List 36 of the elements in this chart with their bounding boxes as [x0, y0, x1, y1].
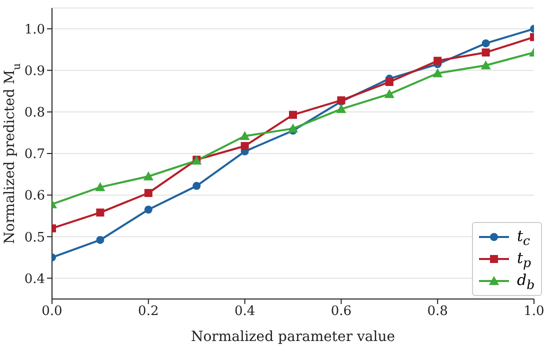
- point: [482, 48, 490, 56]
- legend-label: d$_{b}$: [517, 270, 535, 292]
- legend-label: t$_{c}$: [517, 226, 530, 248]
- point: [96, 208, 104, 217]
- point: [240, 142, 249, 150]
- y-tick-label: 0.6: [24, 188, 45, 204]
- point: [384, 89, 394, 98]
- point: [192, 182, 201, 190]
- y-tick-label: 0.5: [24, 230, 45, 246]
- point: [143, 171, 154, 180]
- x-tick-label: 0.2: [138, 304, 159, 320]
- point: [336, 104, 346, 114]
- point: [385, 78, 394, 86]
- point: [96, 236, 104, 244]
- x-tick-label: 0.8: [427, 304, 448, 320]
- y-tick-label: 0.9: [24, 64, 45, 79]
- point: [288, 124, 298, 133]
- x-tick-label: 0.0: [42, 304, 62, 320]
- point: [434, 56, 442, 65]
- x-tick-label: 0.6: [330, 304, 352, 320]
- point: [144, 206, 152, 214]
- point: [482, 39, 490, 48]
- x-axis-title: Normalized parameter value: [190, 329, 396, 345]
- x-tick-label: 1.0: [524, 304, 544, 320]
- point: [432, 68, 443, 78]
- point: [480, 60, 491, 70]
- point: [95, 182, 106, 192]
- x-tick-label: 0.4: [234, 304, 256, 320]
- y-tick-label: 0.4: [24, 272, 45, 287]
- legend-label: t$_{p}$: [517, 248, 532, 270]
- point: [289, 110, 297, 119]
- y-tick-label: 0.7: [24, 147, 45, 162]
- y-tick-label: 0.8: [24, 106, 45, 121]
- y-tick-label: 1.0: [24, 22, 45, 38]
- point: [240, 131, 250, 140]
- point: [144, 188, 152, 197]
